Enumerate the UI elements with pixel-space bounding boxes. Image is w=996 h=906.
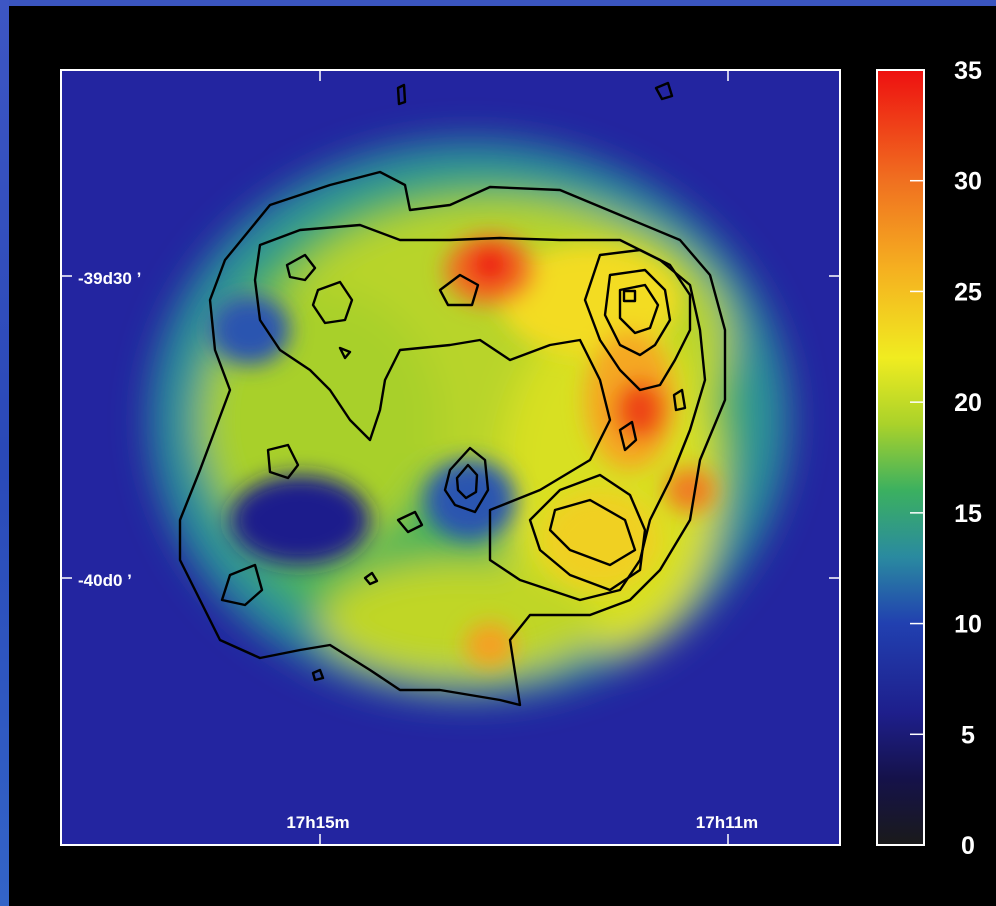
contour-se-2: [548, 498, 637, 567]
contour-second: [253, 223, 707, 602]
cavity-northwest: [210, 295, 290, 365]
contour-outer: [178, 170, 727, 707]
contour-nw-1: [311, 280, 354, 325]
hotspot-north-peak: [468, 245, 512, 285]
colorbar-tick-label: 35: [954, 57, 982, 85]
slide-top-border: [0, 0, 996, 6]
colorbar: 0 5 10 15 20 25 30 35: [876, 57, 982, 860]
contour-ne-peak: [622, 289, 637, 303]
colorbar-fill: [877, 70, 924, 845]
contour-small-4: [654, 81, 674, 101]
ytick-label-2: -40d0 ’: [78, 571, 132, 590]
contour-w-small: [266, 443, 300, 480]
colorbar-tick-label: 30: [954, 168, 982, 196]
colorbar-tick-label: 10: [954, 611, 982, 639]
contour-ne-1: [583, 248, 692, 392]
cavity-southwest: [230, 475, 370, 565]
contour-ne-2: [603, 268, 672, 357]
cavity-center: [425, 460, 515, 540]
contour-small-1: [396, 510, 424, 534]
ytick-label-1: -39d30 ’: [78, 269, 141, 288]
colorbar-tick-label: 5: [961, 721, 975, 749]
contour-center-2: [455, 463, 479, 500]
contour-small-7: [363, 571, 379, 586]
contour-lines: [178, 81, 727, 707]
contour-ne-3: [618, 283, 660, 335]
contour-sw-small: [220, 563, 264, 607]
contour-small-3: [672, 388, 687, 412]
xtick-label-2: 17h11m: [696, 813, 758, 832]
colorbar-tick-label: 0: [961, 832, 975, 860]
xtick-label-1: 17h15m: [286, 813, 349, 832]
colorbar-tick-label: 20: [954, 389, 982, 417]
ridge-southeast: [540, 490, 660, 590]
contour-se-1: [528, 473, 647, 592]
contour-small-6: [311, 668, 325, 682]
heatmap-frame: [60, 69, 841, 846]
contour-center-1: [443, 446, 490, 514]
axis-ticks: [61, 70, 840, 845]
colorbar-frame: [876, 69, 925, 846]
heatmap-blobs: [150, 140, 790, 700]
hotspot-southeast: [665, 468, 715, 512]
emission-south: [320, 560, 600, 680]
contour-small-8: [338, 346, 352, 360]
hotspot-south: [465, 623, 515, 667]
contour-small-5: [396, 83, 407, 106]
contour-north-small: [438, 273, 480, 307]
heatmap-panel: -39d30 ’ -40d0 ’ 17h15m 17h11m: [60, 69, 841, 846]
contour-nw-2: [285, 253, 317, 282]
colorbar-tick-label: 15: [954, 500, 982, 528]
colorbar-tick-label: 25: [954, 278, 982, 306]
colorbar-ticks: 0 5 10 15 20 25 30 35: [910, 57, 982, 860]
slide-left-border: [0, 0, 9, 906]
contour-small-2: [618, 420, 638, 452]
